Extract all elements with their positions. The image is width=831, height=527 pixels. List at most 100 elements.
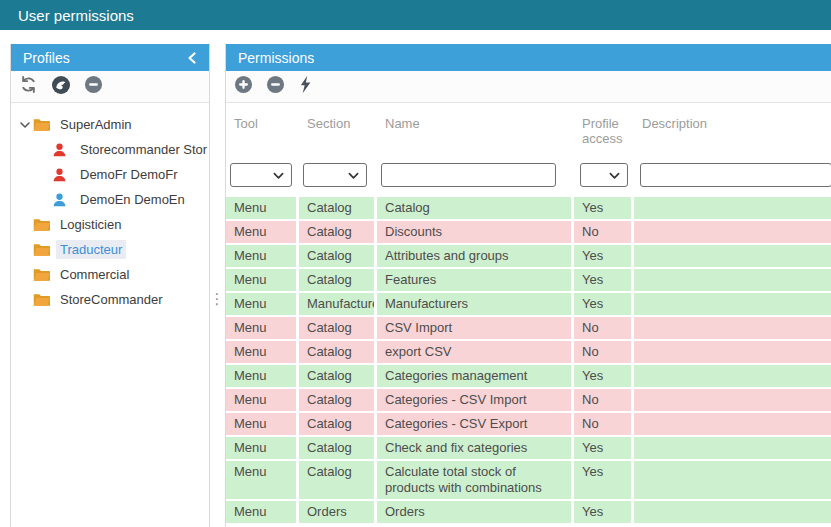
cell-section: Manufacturers	[299, 293, 374, 315]
cell-name: Attributes and groups	[377, 245, 571, 267]
cell-section: Catalog	[299, 389, 374, 411]
table-row[interactable]: MenuOrdersOrdersYes	[226, 501, 831, 523]
cell-profile-access: Yes	[574, 461, 631, 499]
prestashop-icon	[51, 75, 71, 99]
table-row[interactable]: MenuCatalogAttributes and groupsYes	[226, 245, 831, 267]
cell-name: Catalog	[377, 197, 571, 219]
permissions-panel-title: Permissions	[238, 50, 314, 66]
cell-name: Categories - CSV Import	[377, 389, 571, 411]
table-row[interactable]: MenuCatalogCalculate total stock of prod…	[226, 461, 831, 499]
cell-profile-access: No	[574, 221, 631, 243]
name-filter-input[interactable]	[381, 163, 556, 187]
tree-item-label: StoreCommander	[60, 292, 163, 307]
top-title-bar: User permissions	[0, 0, 831, 30]
table-row[interactable]: MenuCatalogCheck and fix categoriesYes	[226, 437, 831, 459]
cell-profile-access: Yes	[574, 269, 631, 291]
table-row[interactable]: MenuCatalogDiscountsNo	[226, 221, 831, 243]
cell-profile-access: No	[574, 341, 631, 363]
cell-name: Discounts	[377, 221, 571, 243]
cell-section: Catalog	[299, 437, 374, 459]
tree-item-logisticien[interactable]: Logisticien	[11, 212, 209, 237]
profiles-panel-header: Profiles	[11, 44, 209, 71]
table-row[interactable]: MenuCatalogCategories - CSV ExportNo	[226, 413, 831, 435]
tree-item-traducteur[interactable]: Traducteur	[11, 237, 209, 262]
grid-body: MenuCatalogCatalogYesMenuCatalogDiscount…	[226, 197, 831, 525]
description-filter-input[interactable]	[640, 163, 831, 187]
table-row[interactable]: MenuCatalogFeaturesYes	[226, 269, 831, 291]
cell-name: Calculate total stock of products with c…	[377, 461, 571, 499]
remove-permission-button[interactable]	[266, 75, 285, 98]
cell-tool: Menu	[226, 245, 296, 267]
folder-icon	[33, 218, 51, 232]
prestashop-button[interactable]	[51, 75, 71, 99]
tool-filter-select[interactable]	[230, 163, 292, 187]
user-red-icon	[53, 168, 71, 182]
cell-name: export CSV	[377, 341, 571, 363]
cell-section: Catalog	[299, 197, 374, 219]
cell-tool: Menu	[226, 365, 296, 387]
cell-profile-access: Yes	[574, 293, 631, 315]
cell-section: Catalog	[299, 461, 374, 499]
profiles-panel-title: Profiles	[23, 50, 70, 66]
cell-description	[634, 317, 831, 339]
collapse-panel-icon[interactable]	[186, 51, 198, 65]
cell-tool: Menu	[226, 461, 296, 499]
folder-icon	[33, 268, 51, 282]
grid-filter-row	[226, 163, 831, 187]
chevron-down-icon[interactable]	[17, 119, 33, 131]
profiles-toolbar	[11, 71, 209, 103]
remove-icon	[84, 75, 103, 98]
cell-name: Features	[377, 269, 571, 291]
table-row[interactable]: MenuCatalogCatalogYes	[226, 197, 831, 219]
table-row[interactable]: MenuCatalogexport CSVNo	[226, 341, 831, 363]
cell-name: Orders	[377, 501, 571, 523]
cell-profile-access: Yes	[574, 197, 631, 219]
lightning-icon	[298, 75, 313, 98]
tree-item-commercial[interactable]: Commercial	[11, 262, 209, 287]
apply-permission-button[interactable]	[298, 75, 313, 98]
remove-profile-button[interactable]	[84, 75, 103, 98]
table-row[interactable]: MenuCatalogCSV ImportNo	[226, 317, 831, 339]
cell-profile-access: Yes	[574, 245, 631, 267]
tree-item-demofr-demofr[interactable]: DemoFr DemoFr	[11, 162, 209, 187]
section-filter-select[interactable]	[303, 163, 367, 187]
tree-item-superadmin[interactable]: SuperAdmin	[11, 112, 209, 137]
folder-icon	[33, 118, 51, 132]
add-permission-button[interactable]	[234, 75, 253, 98]
cell-profile-access: Yes	[574, 365, 631, 387]
table-row[interactable]: MenuCatalogCategories - CSV ImportNo	[226, 389, 831, 411]
tree-item-storecommander-stor[interactable]: Storecommander Stor	[11, 137, 209, 162]
cell-name: CSV Import	[377, 317, 571, 339]
tree-item-label: DemoEn DemoEn	[80, 192, 185, 207]
column-header-profile-access: Profile access	[574, 116, 631, 146]
cell-section: Catalog	[299, 269, 374, 291]
refresh-icon	[19, 75, 38, 98]
cell-description	[634, 365, 831, 387]
cell-section: Catalog	[299, 365, 374, 387]
tree-item-label: SuperAdmin	[60, 117, 132, 132]
cell-tool: Menu	[226, 341, 296, 363]
panel-resize-handle[interactable]: ⋮	[209, 288, 225, 312]
page-title: User permissions	[0, 7, 134, 24]
profile-access-filter-select[interactable]	[580, 163, 628, 187]
remove-icon	[266, 75, 285, 98]
cell-description	[634, 501, 831, 523]
tree-item-label: Storecommander Stor	[80, 142, 207, 157]
table-row[interactable]: MenuManufacturersManufacturersYes	[226, 293, 831, 315]
tree-item-demoen-demoen[interactable]: DemoEn DemoEn	[11, 187, 209, 212]
cell-name: Manufacturers	[377, 293, 571, 315]
permissions-grid: ToolSectionNameProfile accessDescription…	[226, 102, 831, 527]
cell-tool: Menu	[226, 269, 296, 291]
profiles-tree: SuperAdmin Storecommander Stor DemoFr Demo…	[11, 103, 209, 312]
cell-description	[634, 197, 831, 219]
chevron-down-icon	[348, 166, 359, 184]
chevron-down-icon	[609, 166, 620, 184]
cell-description	[634, 437, 831, 459]
cell-tool: Menu	[226, 221, 296, 243]
permissions-panel: Permissions ToolSectionNameProfile acces…	[225, 44, 831, 527]
refresh-profiles-button[interactable]	[19, 75, 38, 98]
cell-tool: Menu	[226, 413, 296, 435]
cell-name: Check and fix categories	[377, 437, 571, 459]
table-row[interactable]: MenuCatalogCategories managementYes	[226, 365, 831, 387]
tree-item-storecommander[interactable]: StoreCommander	[11, 287, 209, 312]
